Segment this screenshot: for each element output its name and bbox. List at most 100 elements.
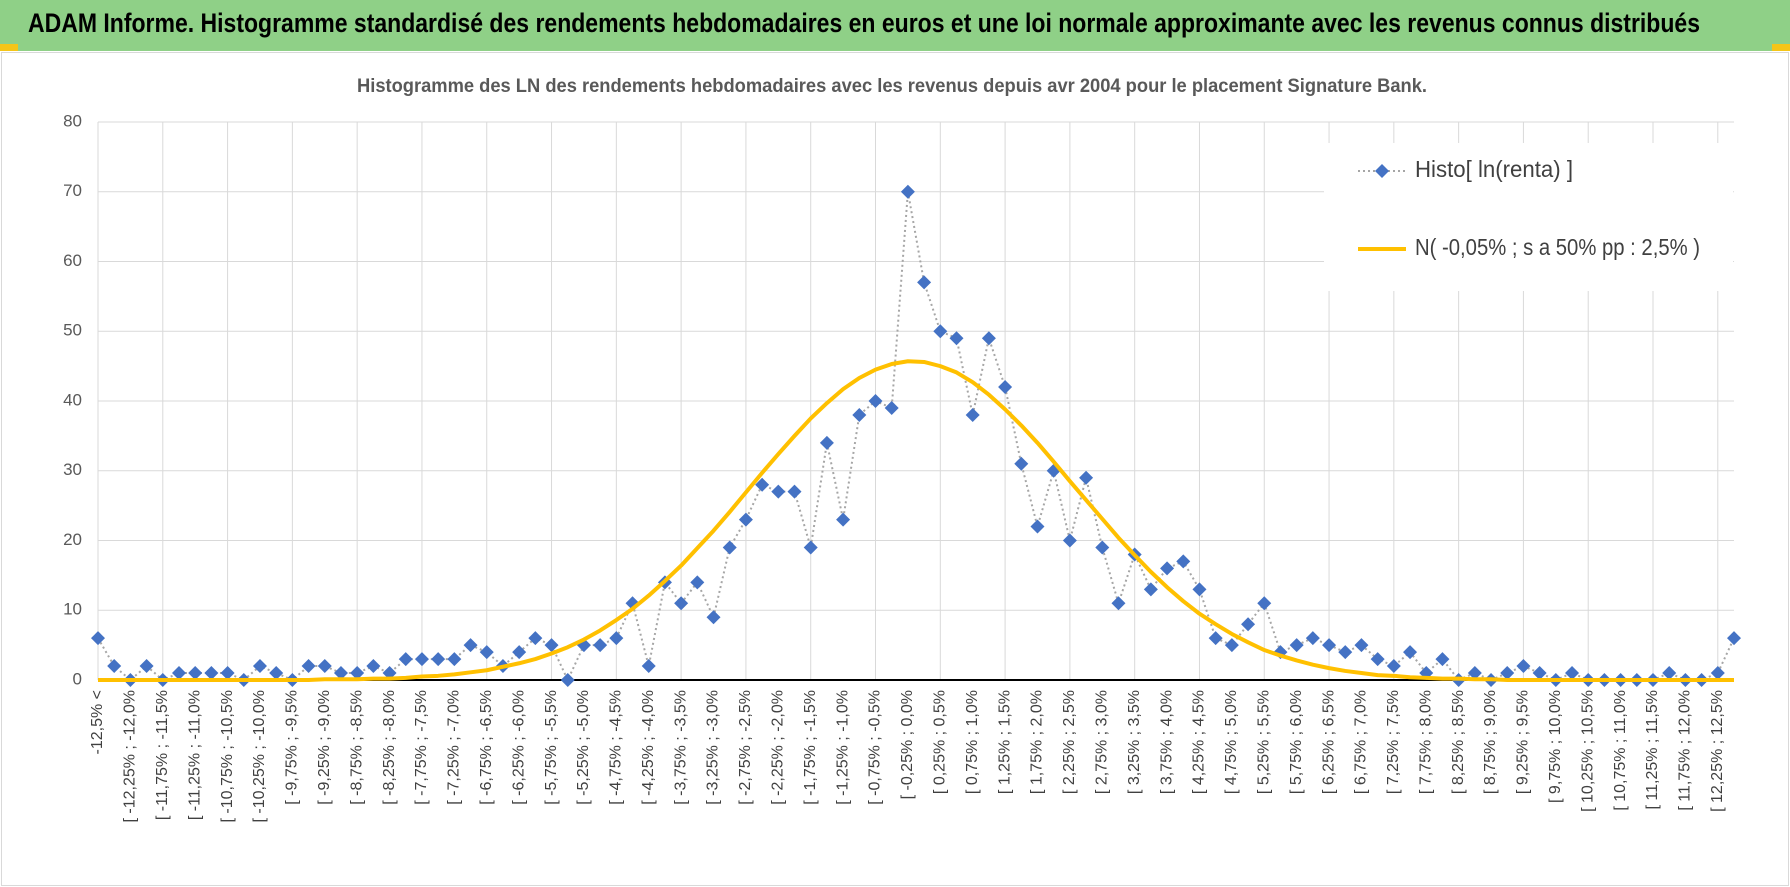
x-tick-label: [ -6,75% ; -6,5% bbox=[478, 690, 495, 805]
data-point bbox=[398, 652, 413, 667]
x-tick-label: [ -10,75% ; -10,5% bbox=[219, 690, 236, 823]
x-tick-label: [ -9,25% ; -9,0% bbox=[316, 690, 333, 805]
data-point bbox=[868, 394, 883, 408]
data-point bbox=[1241, 617, 1256, 632]
data-point bbox=[1305, 631, 1320, 646]
y-tick-label: 70 bbox=[63, 181, 82, 200]
data-point bbox=[1710, 666, 1725, 681]
x-tick-label: [ 8,75% ; 9,0% bbox=[1482, 690, 1499, 794]
y-tick-label: 80 bbox=[63, 111, 82, 130]
data-point bbox=[447, 652, 462, 667]
data-point bbox=[771, 484, 786, 499]
data-point bbox=[1662, 666, 1677, 681]
data-point bbox=[1030, 519, 1045, 534]
legend-marker bbox=[1375, 164, 1389, 178]
data-point bbox=[836, 512, 851, 527]
data-point bbox=[1532, 666, 1547, 681]
x-tick-label: [ 3,75% ; 4,0% bbox=[1158, 690, 1175, 794]
data-point bbox=[252, 659, 267, 674]
x-tick-label: [ -8,75% ; -8,5% bbox=[348, 690, 365, 805]
data-point bbox=[1224, 638, 1239, 653]
x-tick-label: [ 9,75% ; 10,0% bbox=[1547, 690, 1564, 803]
data-point bbox=[1111, 596, 1126, 611]
data-point bbox=[998, 380, 1013, 395]
x-tick-label: [ -11,25% ; -11,0% bbox=[186, 690, 203, 820]
data-point bbox=[900, 184, 915, 199]
x-tick-label: [ 7,75% ; 8,0% bbox=[1417, 690, 1434, 794]
x-tick-label: [ 0,25% ; 0,5% bbox=[932, 690, 949, 794]
x-tick-label: [ 3,25% ; 3,5% bbox=[1126, 690, 1143, 794]
data-point bbox=[1386, 659, 1401, 674]
data-point bbox=[317, 659, 332, 674]
x-tick-label: [ -4,25% ; -4,0% bbox=[640, 690, 657, 805]
x-tick-label: [ 8,25% ; 8,5% bbox=[1450, 690, 1467, 794]
data-point bbox=[366, 659, 381, 674]
data-point bbox=[301, 659, 316, 674]
x-tick-label: [ 1,25% ; 1,5% bbox=[996, 690, 1013, 794]
data-point bbox=[1516, 659, 1531, 674]
chart-title: Histogramme des LN des rendements hebdom… bbox=[357, 76, 1427, 97]
y-tick-label: 40 bbox=[63, 390, 82, 409]
data-point bbox=[1403, 645, 1418, 660]
x-tick-label: [ -3,75% ; -3,5% bbox=[672, 690, 689, 805]
data-point bbox=[91, 631, 105, 646]
header-bar bbox=[0, 0, 1790, 51]
data-point bbox=[1014, 456, 1029, 471]
data-point bbox=[512, 645, 527, 660]
x-tick-label: [ 1,75% ; 2,0% bbox=[1029, 690, 1046, 794]
data-point bbox=[949, 331, 964, 346]
x-tick-label: [ 12,25% ; 12,5% bbox=[1709, 690, 1726, 812]
x-tick-label: [ -7,75% ; -7,5% bbox=[413, 690, 430, 805]
data-point bbox=[1192, 582, 1207, 597]
x-tick-label: [ -4,75% ; -4,5% bbox=[608, 690, 625, 805]
data-point bbox=[171, 666, 186, 681]
data-point bbox=[738, 512, 753, 527]
data-point bbox=[139, 659, 154, 674]
data-point bbox=[1160, 561, 1175, 576]
x-tick-label: [ -11,75% ; -11,5% bbox=[154, 690, 171, 820]
corner-accent bbox=[1772, 44, 1790, 51]
y-tick-label: 50 bbox=[63, 321, 82, 340]
data-point bbox=[593, 638, 608, 653]
data-point bbox=[479, 645, 494, 660]
data-point bbox=[1095, 540, 1110, 555]
data-point bbox=[884, 400, 899, 415]
data-point bbox=[1289, 638, 1304, 653]
data-point bbox=[706, 610, 721, 625]
data-point bbox=[1062, 533, 1077, 548]
y-tick-label: 0 bbox=[73, 669, 82, 688]
x-tick-label: [ -3,25% ; -3,0% bbox=[705, 690, 722, 805]
x-tick-label: [ -6,25% ; -6,0% bbox=[510, 690, 527, 805]
x-tick-label: [ -1,25% ; -1,0% bbox=[834, 690, 851, 805]
data-point bbox=[641, 659, 656, 674]
data-point bbox=[1208, 631, 1223, 646]
x-tick-label: [ 5,75% ; 6,0% bbox=[1288, 690, 1305, 794]
data-point bbox=[917, 275, 932, 290]
data-point bbox=[350, 666, 365, 681]
x-tick-label: [ 4,75% ; 5,0% bbox=[1223, 690, 1240, 794]
series-line bbox=[97, 190, 1735, 681]
chart-border bbox=[1, 52, 1789, 886]
x-tick-label: [ -2,25% ; -2,0% bbox=[770, 690, 787, 805]
data-point bbox=[690, 575, 705, 590]
data-point bbox=[528, 631, 543, 646]
data-point bbox=[463, 638, 478, 653]
y-tick-label: 10 bbox=[63, 600, 82, 619]
data-point bbox=[414, 652, 429, 667]
y-tick-label: 30 bbox=[63, 460, 82, 479]
data-point bbox=[1500, 666, 1515, 681]
series-line bbox=[98, 359, 1734, 682]
data-point bbox=[1370, 652, 1385, 667]
data-point bbox=[965, 407, 980, 422]
data-point bbox=[722, 540, 737, 555]
legend-label: Histo[ ln(renta) ] bbox=[1415, 156, 1573, 182]
x-tick-label: [ 9,25% ; 9,5% bbox=[1515, 690, 1532, 794]
data-point bbox=[188, 666, 203, 681]
data-point bbox=[107, 659, 122, 674]
x-tick-label: [ -0,25% ; 0,0% bbox=[899, 690, 916, 799]
data-point bbox=[1338, 645, 1353, 660]
data-point bbox=[1354, 638, 1369, 653]
data-point bbox=[609, 631, 624, 646]
y-tick-label: 20 bbox=[63, 530, 82, 549]
